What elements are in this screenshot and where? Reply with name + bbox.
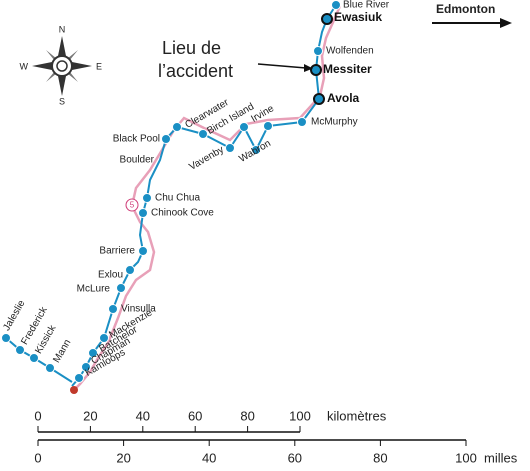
station: [313, 46, 323, 56]
road-number: 5: [130, 201, 135, 210]
accident-arrowhead: [304, 64, 313, 72]
station-label: Wolfenden: [326, 46, 374, 57]
station-label: Chu Chua: [155, 193, 200, 204]
km-label: 40: [136, 408, 150, 423]
km-label: 0: [34, 408, 41, 423]
mile-label: 20: [116, 450, 130, 465]
station-label: Vavenby: [187, 144, 226, 173]
station: [88, 348, 98, 358]
station: [297, 117, 307, 127]
scale-bar: 0 20 40 60 80 100 kilomètres 0 20 40 60 80 100 milles: [34, 408, 517, 465]
mile-label: 60: [288, 450, 302, 465]
station: [15, 345, 25, 355]
accident-label: l’accident: [158, 61, 233, 81]
mile-label: 100: [455, 450, 477, 465]
station: [99, 333, 109, 343]
compass-n: N: [59, 24, 66, 34]
mile-label: 80: [373, 450, 387, 465]
station: [138, 246, 148, 256]
mile-label: 0: [34, 450, 41, 465]
compass-e: E: [96, 61, 102, 71]
station: [138, 208, 148, 218]
station: [45, 363, 55, 373]
station-label: Black Pool: [113, 134, 160, 145]
station: [116, 283, 126, 293]
station-label: McMurphy: [311, 117, 358, 128]
station-label: Mann: [51, 338, 73, 365]
station-label: Blue River: [343, 0, 390, 11]
major-station: [310, 64, 322, 76]
station-label: Chinook Cove: [151, 208, 214, 219]
major-station: [313, 93, 325, 105]
station: [81, 362, 91, 372]
accident-arrow: [257, 63, 307, 69]
station-label: McLure: [77, 284, 111, 295]
station-label: Exlou: [98, 270, 123, 281]
compass: N E S W: [20, 24, 103, 106]
road-marker: [125, 198, 139, 212]
station: [161, 134, 171, 144]
accident-marker: [70, 386, 78, 394]
station-label: Avola: [327, 91, 360, 105]
station-label: Barriere: [99, 246, 135, 257]
direction-arrowhead: [500, 18, 512, 28]
accident-label: Lieu de: [162, 38, 221, 58]
station: [142, 193, 152, 203]
km-unit: kilomètres: [327, 408, 387, 423]
station: [331, 0, 341, 10]
station: [239, 122, 249, 132]
compass-w: W: [20, 61, 29, 71]
mile-label: 40: [202, 450, 216, 465]
major-station: [321, 13, 333, 25]
compass-s: S: [59, 96, 65, 106]
km-label: 20: [83, 408, 97, 423]
km-label: 80: [240, 408, 254, 423]
km-label: 100: [289, 408, 311, 423]
railway: [71, 4, 337, 387]
station: [251, 145, 261, 155]
station-label: Wabron: [237, 138, 273, 165]
station: [198, 129, 208, 139]
station: [263, 121, 273, 131]
station: [108, 304, 118, 314]
station: [74, 373, 84, 383]
station-label: Jaleslie: [1, 298, 27, 333]
station: [29, 353, 39, 363]
highway: [71, 5, 342, 393]
station-label: Ewasiuk: [334, 10, 382, 24]
mile-unit: milles: [484, 450, 518, 465]
direction-label: Edmonton: [436, 2, 495, 16]
station: [125, 265, 135, 275]
station-label: Boulder: [120, 155, 155, 166]
station: [225, 143, 235, 153]
station-label: Vinsulla: [121, 304, 156, 315]
station-label: Messiter: [323, 62, 372, 76]
km-label: 60: [188, 408, 202, 423]
station: [172, 122, 182, 132]
station: [1, 333, 11, 343]
